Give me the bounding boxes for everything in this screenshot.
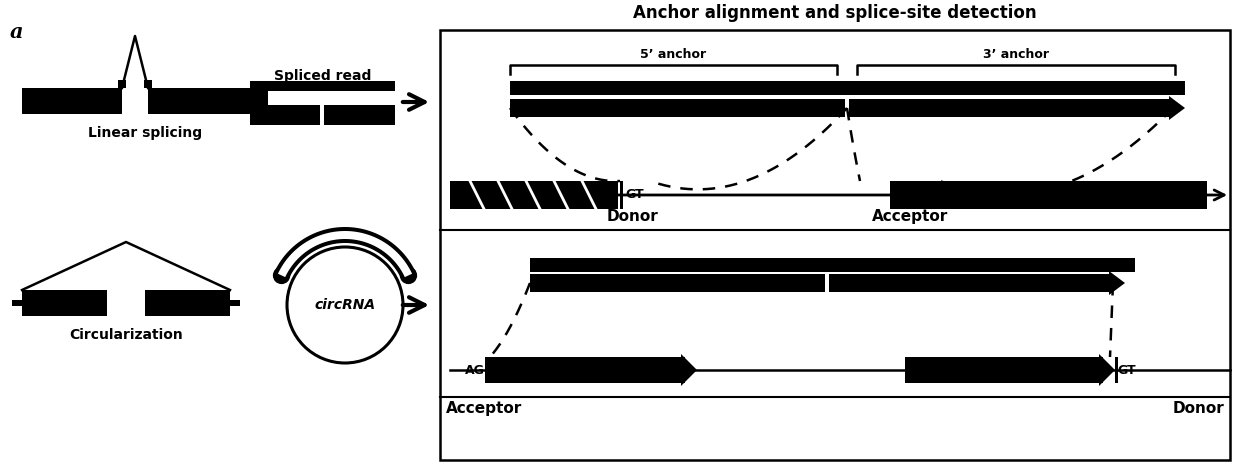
Bar xyxy=(250,105,396,125)
Polygon shape xyxy=(1169,96,1185,120)
Bar xyxy=(22,290,107,316)
Bar xyxy=(485,357,489,383)
Bar xyxy=(487,357,684,383)
Text: Acceptor: Acceptor xyxy=(872,209,949,224)
Polygon shape xyxy=(278,231,412,277)
Bar xyxy=(320,105,324,125)
Bar xyxy=(145,290,229,316)
Text: Anchor alignment and splice-site detection: Anchor alignment and splice-site detecti… xyxy=(634,4,1037,22)
Bar xyxy=(12,300,22,306)
Bar xyxy=(529,258,1135,272)
Bar xyxy=(1115,357,1118,383)
Bar xyxy=(892,181,1207,209)
Bar xyxy=(450,181,618,209)
Bar xyxy=(148,88,268,114)
Circle shape xyxy=(274,267,290,283)
Text: circRNA: circRNA xyxy=(315,298,376,312)
Text: Donor: Donor xyxy=(1172,401,1224,416)
Text: GT: GT xyxy=(625,189,644,202)
Polygon shape xyxy=(1109,271,1125,295)
Bar xyxy=(890,181,893,209)
Bar xyxy=(905,357,1104,383)
Polygon shape xyxy=(681,354,697,386)
Polygon shape xyxy=(274,227,415,279)
Text: Linear splicing: Linear splicing xyxy=(88,126,202,140)
Polygon shape xyxy=(1099,354,1115,386)
Bar xyxy=(440,30,1230,460)
Bar xyxy=(510,81,1185,95)
Text: a: a xyxy=(10,22,24,42)
Text: GT: GT xyxy=(1117,363,1136,377)
Bar xyxy=(844,99,849,117)
Bar xyxy=(620,181,622,209)
Circle shape xyxy=(401,267,417,283)
Bar xyxy=(529,274,1114,292)
Bar xyxy=(144,80,153,88)
Text: Spliced read: Spliced read xyxy=(274,69,371,83)
Bar xyxy=(229,300,241,306)
Text: 3’ anchor: 3’ anchor xyxy=(983,48,1049,61)
Bar xyxy=(250,81,396,91)
Bar xyxy=(510,99,1173,117)
Text: AG: AG xyxy=(465,363,485,377)
Bar xyxy=(825,274,830,292)
Text: Donor: Donor xyxy=(606,209,658,224)
Text: AG: AG xyxy=(895,189,915,202)
Bar xyxy=(118,80,126,88)
Text: Circularization: Circularization xyxy=(69,328,182,342)
Bar xyxy=(22,88,122,114)
Text: Acceptor: Acceptor xyxy=(446,401,522,416)
Text: 5’ anchor: 5’ anchor xyxy=(640,48,707,61)
